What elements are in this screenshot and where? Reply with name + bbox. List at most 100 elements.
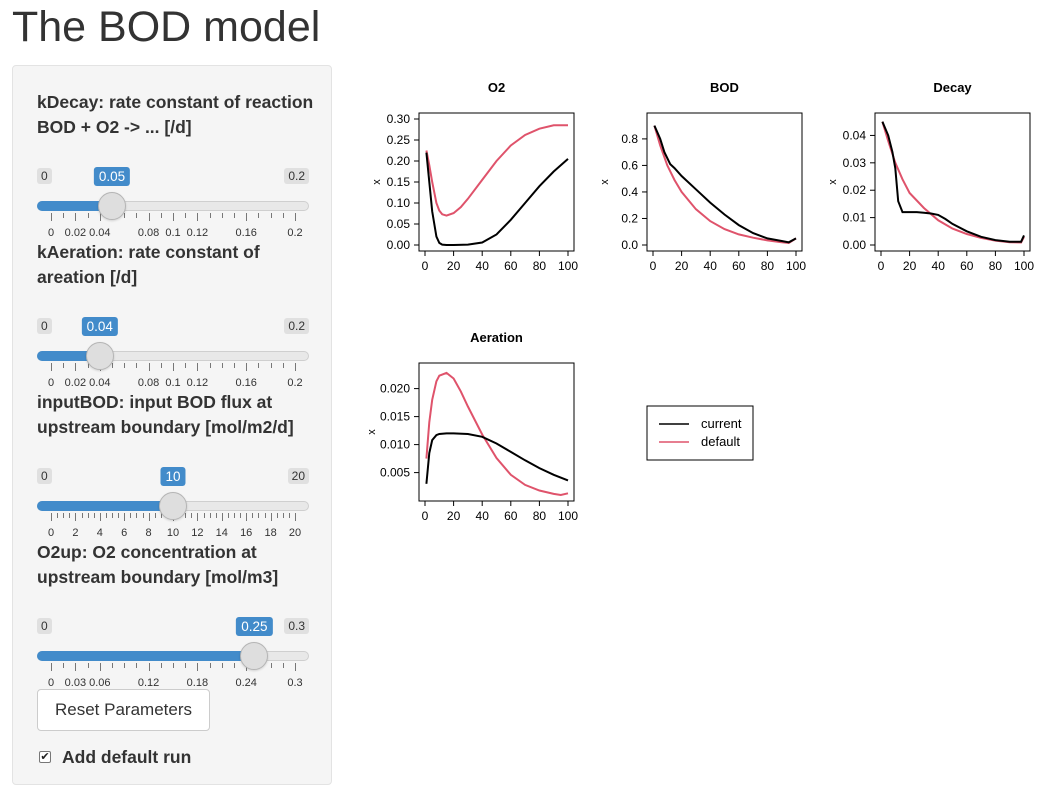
slider-tick — [270, 513, 272, 521]
slider-value-label: 0.05 — [93, 167, 131, 186]
slider-tick — [270, 363, 272, 368]
slider-tick-label: 0 — [47, 227, 55, 239]
series-line-default — [425, 124, 568, 217]
slider-max-label: 0.2 — [284, 168, 309, 184]
default-run-label: Add default run — [62, 747, 192, 767]
slider-tick-label: 0.16 — [235, 377, 257, 389]
legend-label: current — [701, 416, 742, 431]
slider-tick — [160, 663, 162, 668]
plot-frame — [418, 362, 575, 502]
slider-tick — [197, 213, 199, 221]
plot-frame — [874, 112, 1031, 252]
slider-value-label: 0.04 — [81, 317, 118, 336]
slider-tick-label: 0 — [47, 677, 55, 689]
slider-tick-label: 0.02 — [64, 227, 87, 239]
x-tick-label: 80 — [989, 259, 1003, 273]
slider-tick — [282, 663, 284, 668]
slider-tick — [221, 213, 223, 218]
slider-tick-label: 0.1 — [165, 377, 181, 389]
slider-tick-label: 0.06 — [89, 677, 111, 689]
slider-handle[interactable] — [98, 192, 126, 220]
slider-tick — [57, 513, 59, 518]
slider-tick — [264, 513, 266, 518]
y-tick-label: 0.0 — [621, 238, 638, 252]
slider-tick-label: 0.16 — [235, 227, 257, 239]
slider-value-label: 10 — [160, 467, 186, 486]
slider-tick-label: 2 — [72, 527, 79, 539]
series-line-default — [653, 125, 797, 245]
slider-tick — [87, 213, 89, 218]
slider-tick — [75, 363, 77, 371]
slider-tick — [221, 513, 223, 521]
o2up-slider[interactable]: 0 0.3 0.25 0 0.03 0.06 0.12 0.18 0.24 0.3 — [37, 617, 317, 698]
legend-box — [646, 405, 754, 461]
kaeration-slider[interactable]: 0 0.2 0.04 0 0.02 0.04 0.08 0.1 0.12 0.16 0.2 — [37, 317, 317, 398]
param-label: O2up: O2 concentration at upstream bound… — [37, 542, 279, 587]
slider-tick — [160, 363, 162, 368]
slider-tick — [75, 213, 77, 221]
slider-tick — [130, 513, 132, 518]
y-axis-label: x — [371, 179, 383, 185]
slider-tick — [87, 663, 89, 668]
y-tick-label: 0.15 — [387, 175, 411, 189]
slider-tick — [51, 213, 52, 221]
slider-tick-label: 20 — [288, 527, 302, 539]
slider-tick — [258, 363, 260, 368]
y-tick-label: 0.04 — [843, 128, 867, 142]
reset-parameters-button[interactable]: Reset Parameters — [37, 689, 210, 731]
slider-tick — [197, 363, 199, 371]
slider-tick — [209, 213, 211, 218]
slider-tick — [209, 513, 211, 518]
slider-tick — [246, 513, 248, 521]
slider-handle[interactable] — [85, 342, 114, 370]
y-tick-label: 0.25 — [387, 133, 411, 147]
slider-tick — [258, 213, 260, 218]
slider-tick — [75, 663, 77, 671]
kdecay-slider[interactable]: 0 0.2 0.05 0 0.02 0.04 0.08 0.1 0.12 0.16 0.2 — [37, 167, 317, 248]
slider-tick — [148, 363, 150, 371]
default-run-checkbox[interactable]: ✔ — [39, 751, 51, 763]
slider-tick — [185, 663, 187, 668]
y-tick-label: 0.015 — [380, 410, 410, 424]
slider-tick-label: 0.12 — [186, 377, 209, 389]
x-tick-label: 40 — [476, 259, 490, 273]
x-tick-label: 100 — [558, 259, 578, 273]
slider-tick-label: 0.1 — [165, 227, 181, 239]
x-tick-label: 0 — [422, 259, 429, 273]
slider-ticks — [37, 213, 317, 225]
slider-tick — [124, 513, 126, 521]
slider-fill — [37, 201, 112, 211]
slider-tick-label: 0.08 — [137, 227, 160, 239]
slider-tick — [63, 663, 65, 668]
slider-max-label: 0.2 — [284, 318, 309, 334]
x-tick-label: 40 — [932, 259, 946, 273]
slider-tick-label: 0.03 — [64, 677, 87, 689]
slider-tick — [148, 213, 150, 221]
slider-tick — [185, 213, 187, 218]
slider-tick-label: 0.12 — [186, 227, 209, 239]
slider-tick — [99, 663, 101, 671]
slider-handle[interactable] — [159, 492, 187, 520]
y-tick-label: 0.020 — [380, 382, 410, 396]
page-title: The BOD model — [12, 3, 321, 51]
slider-tick — [246, 213, 248, 221]
slider-tick-label: 0.12 — [137, 677, 160, 689]
slider-tick-label: 12 — [191, 527, 204, 539]
x-tick-label: 20 — [447, 509, 461, 523]
slider-tick — [112, 363, 113, 368]
slider-tick — [185, 513, 187, 518]
slider-tick — [93, 513, 95, 518]
slider-tick — [258, 513, 260, 518]
slider-tick-label: 8 — [145, 527, 152, 539]
slider-tick — [197, 663, 199, 671]
slider-handle[interactable] — [240, 642, 269, 670]
slider-min-label: 0 — [37, 468, 52, 484]
slider-max-label: 0.3 — [284, 618, 309, 634]
inputbod-slider[interactable]: 0 20 10 0 2 4 6 8 10 12 14 16 18 20 — [37, 467, 317, 548]
slider-tick-label: 0 — [47, 527, 55, 539]
series-line-default — [425, 371, 569, 497]
slider-tick-label: 16 — [240, 527, 253, 539]
slider-tick — [173, 213, 174, 221]
x-tick-label: 100 — [1014, 259, 1034, 273]
x-tick-label: 0 — [878, 259, 885, 273]
